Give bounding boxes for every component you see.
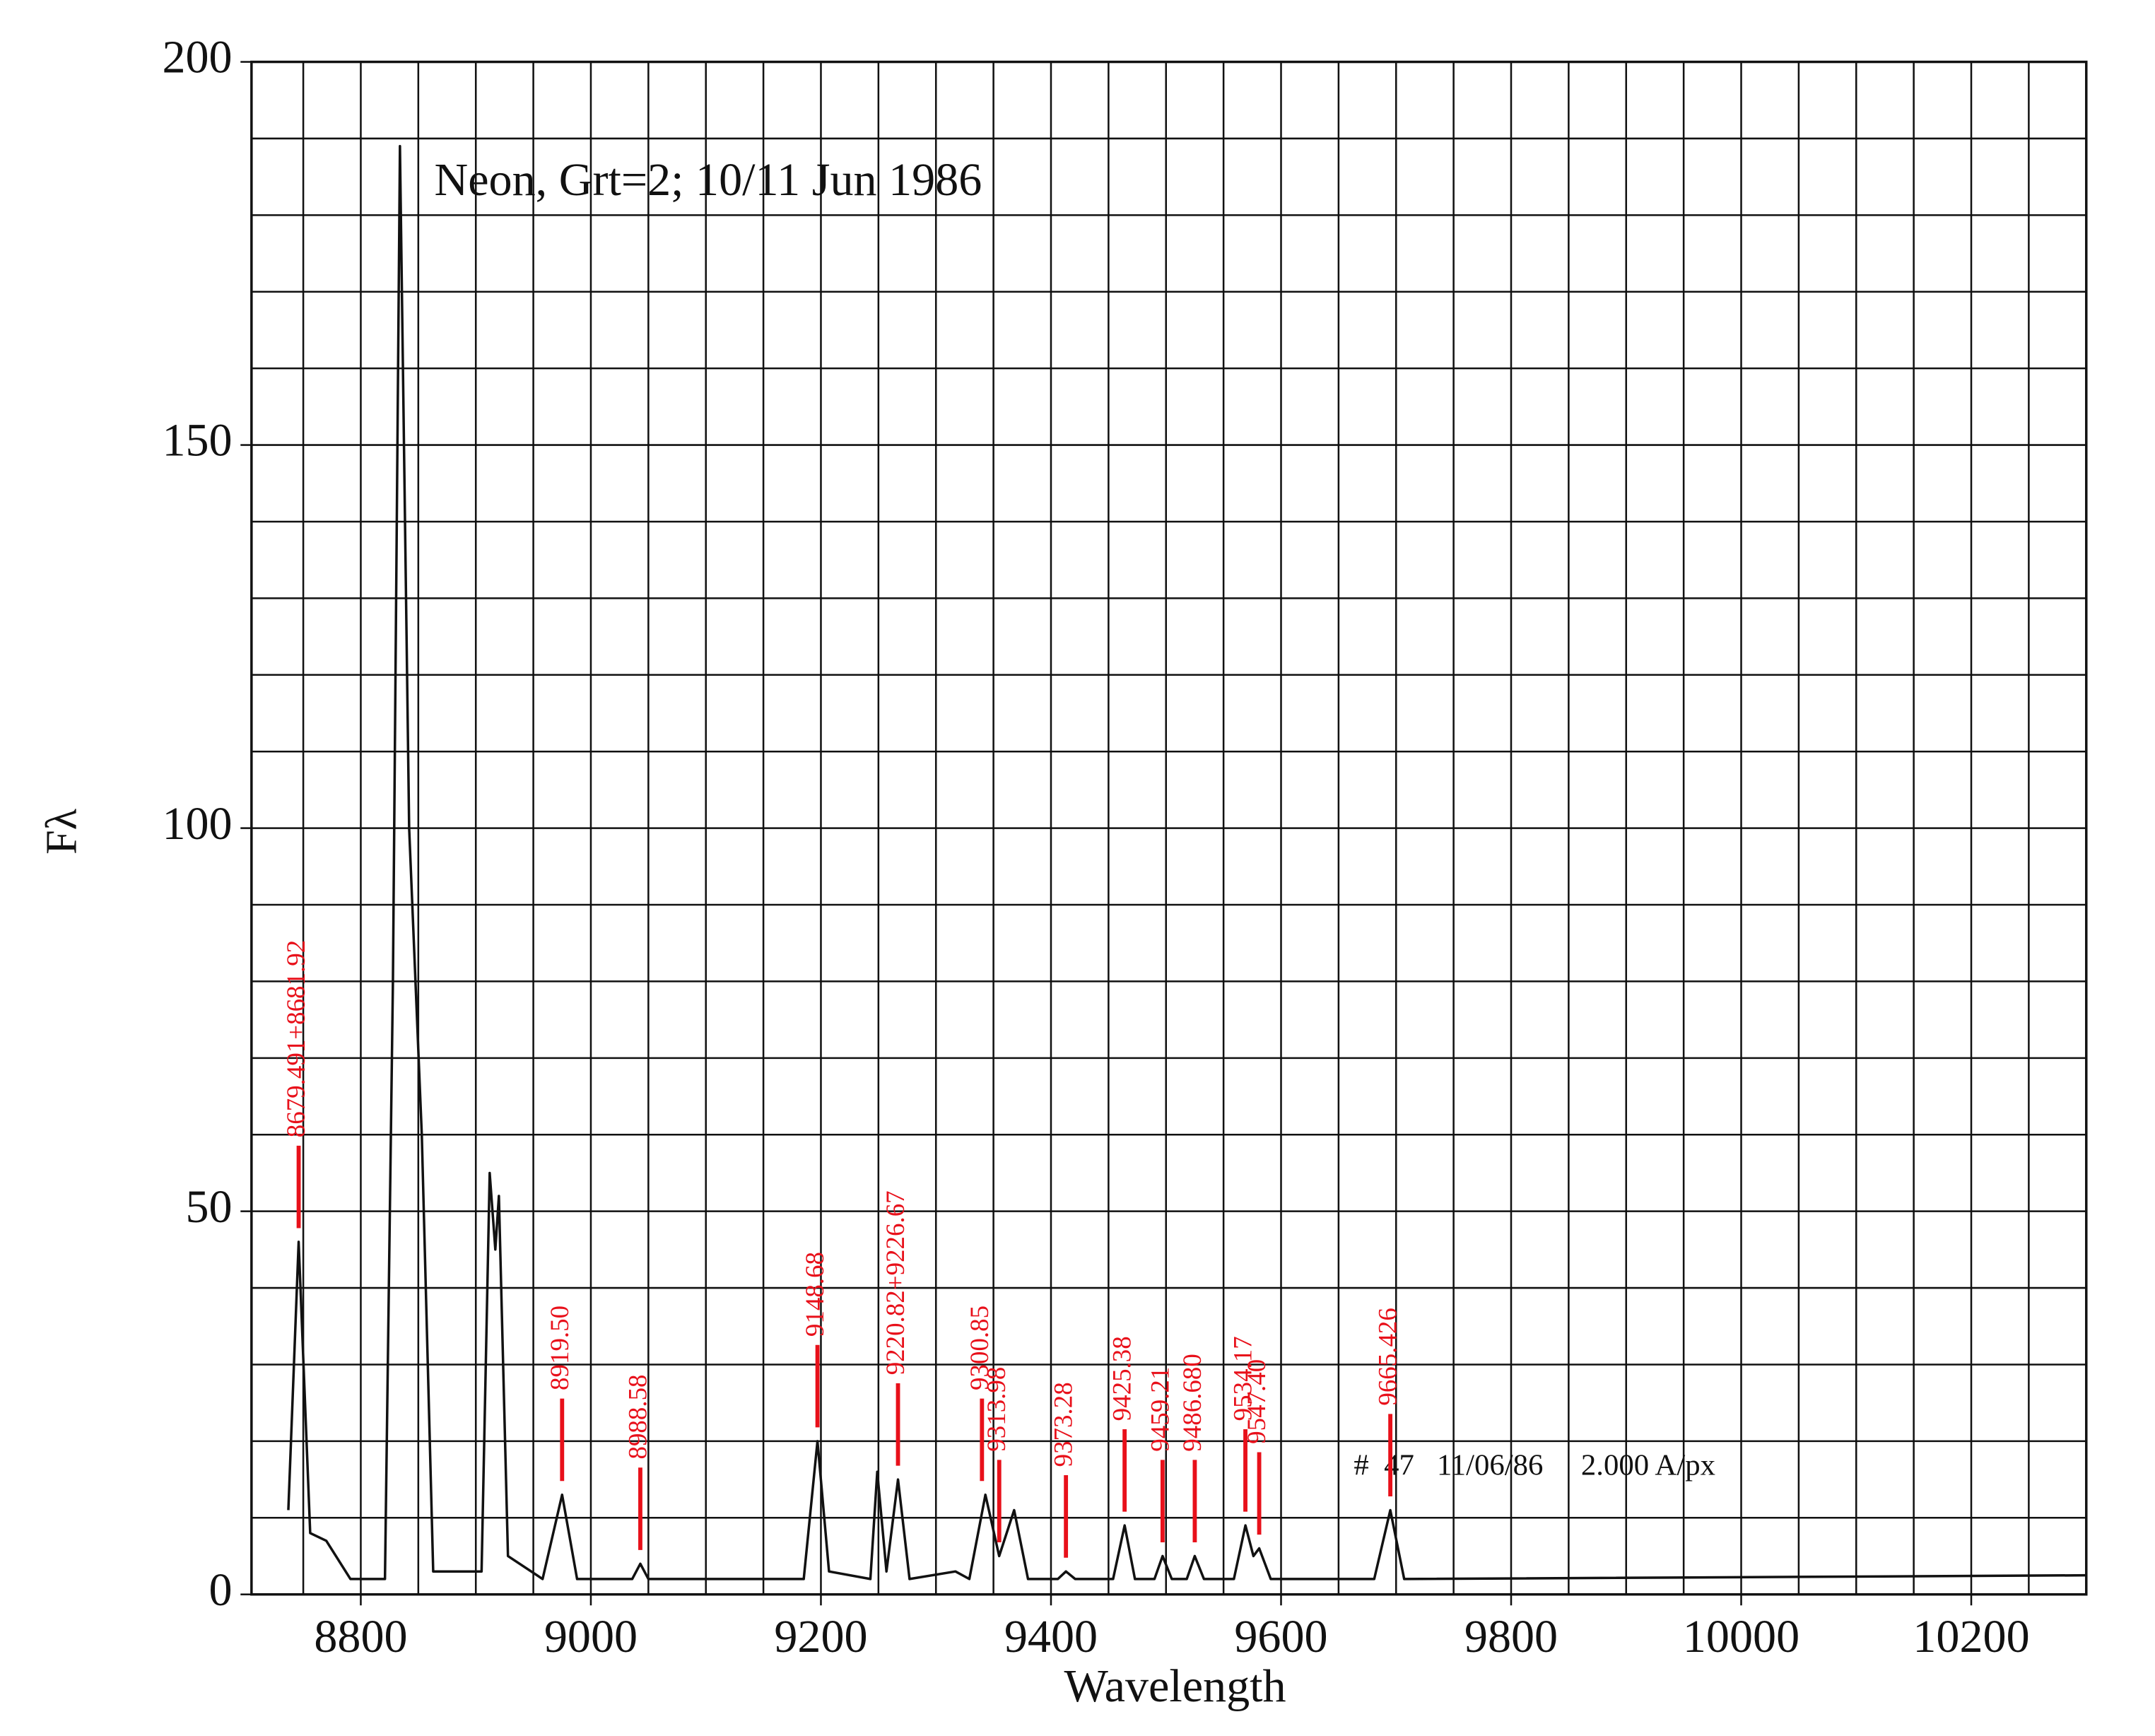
annotation-label: 9665.426 xyxy=(1373,1308,1402,1406)
y-tick-label: 50 xyxy=(186,1181,233,1233)
x-tick-label: 9600 xyxy=(1234,1611,1327,1662)
annotation-label: 9313.98 xyxy=(982,1367,1011,1452)
annotation-label: 9459.21 xyxy=(1145,1367,1174,1452)
chart-title: Neon, Grt=2; 10/11 Jun 1986 xyxy=(434,154,982,206)
spectrum-line xyxy=(287,144,2086,1580)
annotation-label: 9220.82+9226.67 xyxy=(881,1190,910,1375)
annotation-label: 9425.38 xyxy=(1108,1336,1137,1421)
x-tick-label: 9200 xyxy=(774,1611,867,1662)
y-tick-label: 100 xyxy=(162,798,232,850)
annotation-label: 8988.58 xyxy=(623,1374,652,1459)
x-tick-label: 8800 xyxy=(314,1611,407,1662)
x-tick-label: 9800 xyxy=(1464,1611,1558,1662)
y-tick-label: 0 xyxy=(209,1564,233,1616)
x-tick-label: 9400 xyxy=(1004,1611,1098,1662)
x-axis-label: Wavelength xyxy=(1064,1660,1286,1712)
annotation-label: 9148.68 xyxy=(800,1252,829,1337)
annotation-label: 9547.40 xyxy=(1242,1359,1271,1444)
footer: # 47 11/06/86 2.000 A/px xyxy=(1354,1449,1715,1482)
annotation-label: 9534.17 xyxy=(1228,1336,1257,1421)
y-axis-label: Fλ xyxy=(38,809,86,855)
x-tick-label: 10000 xyxy=(1683,1611,1799,1662)
annotation-label: 9373.28 xyxy=(1049,1382,1078,1467)
annotation-label: 9300.85 xyxy=(965,1306,994,1390)
annotation-label: 8679.491+8681.92 xyxy=(281,940,310,1137)
x-tick-label: 9000 xyxy=(544,1611,638,1662)
y-tick-label: 150 xyxy=(162,415,232,467)
x-tick-label: 10200 xyxy=(1913,1611,2029,1662)
y-tick-label: 200 xyxy=(162,32,232,83)
annotation-label: 9486.680 xyxy=(1178,1354,1206,1452)
annotation-label: 8919.50 xyxy=(545,1306,574,1390)
